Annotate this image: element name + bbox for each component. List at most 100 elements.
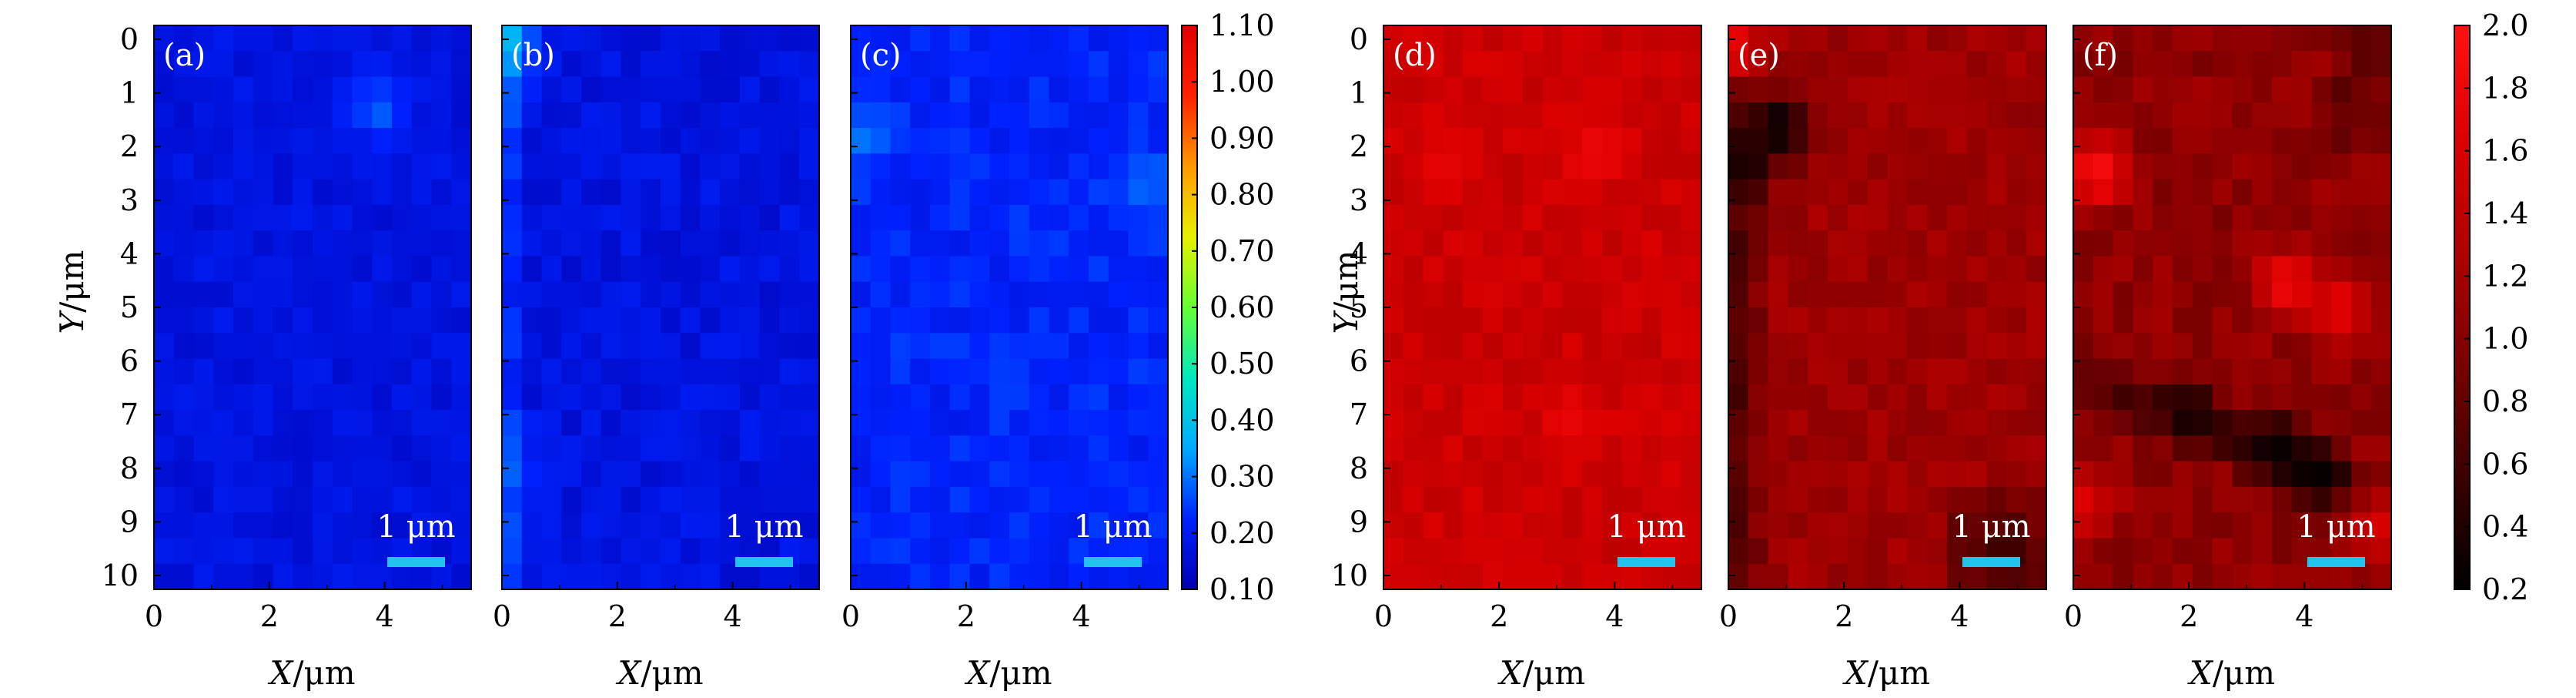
heatmap-cell: [2252, 230, 2273, 257]
heatmap-cell: [1443, 410, 1464, 436]
heatmap-cell: [1681, 486, 1702, 513]
heatmap-cell: [1522, 512, 1544, 539]
heatmap-cell: [799, 153, 820, 180]
heatmap-cell: [1069, 25, 1089, 52]
heatmap-cell: [740, 563, 761, 590]
heatmap-cell: [2252, 384, 2273, 411]
heatmap-cell: [352, 51, 373, 78]
heatmap-cell: [1463, 25, 1484, 52]
heatmap-cell: [233, 435, 254, 462]
heatmap-cell: [949, 128, 971, 154]
heatmap-cell: [502, 384, 523, 411]
heatmap-cell: [2113, 563, 2134, 590]
heatmap-cell: [2232, 204, 2253, 231]
heatmap-cell: [1867, 461, 1889, 488]
heatmap-cell: [233, 179, 254, 206]
heatmap-cell: [1828, 25, 1848, 52]
heatmap-cell: [910, 435, 931, 462]
heatmap-cell: [253, 230, 274, 257]
heatmap-cell: [759, 102, 781, 129]
heatmap-cell: [779, 563, 800, 590]
heatmap-cell: [213, 102, 234, 129]
y-axis-label: Y/μm: [53, 250, 91, 334]
heatmap-cell: [1768, 435, 1789, 462]
heatmap-cell: [1927, 512, 1948, 539]
heatmap-cell: [293, 281, 313, 308]
heatmap-cell: [233, 384, 254, 411]
heatmap-cell: [392, 230, 413, 257]
heatmap-cell: [173, 461, 195, 488]
heatmap-cell: [2272, 307, 2293, 334]
heatmap-cell: [2153, 512, 2173, 539]
heatmap-cell: [1383, 281, 1404, 308]
heatmap-cell: [1621, 230, 1643, 257]
heatmap-cell: [2272, 281, 2293, 308]
heatmap-cell: [890, 204, 911, 231]
heatmap-cell: [1582, 204, 1603, 231]
heatmap-cell: [213, 384, 234, 411]
heatmap-cell: [680, 230, 701, 257]
x-tick-label: 4: [724, 599, 742, 633]
heatmap-cell: [2026, 25, 2047, 52]
heatmap-cell: [233, 486, 254, 513]
heatmap-cell: [759, 486, 781, 513]
heatmap-cell: [1562, 486, 1583, 513]
heatmap-cell: [851, 153, 871, 180]
heatmap-cell: [2252, 307, 2273, 334]
heatmap-cell: [2232, 153, 2253, 180]
heatmap-cell: [521, 281, 543, 308]
heatmap-cell: [1522, 102, 1544, 129]
heatmap-cell: [2252, 153, 2273, 180]
heatmap-cell: [1483, 179, 1504, 206]
heatmap-cell: [431, 25, 452, 52]
heatmap-cell: [1907, 256, 1928, 283]
heatmap-cell: [1681, 25, 1702, 52]
heatmap-cell: [661, 281, 681, 308]
heatmap-cell: [1661, 410, 1682, 436]
heatmap-cell: [969, 512, 990, 539]
heatmap-cell: [621, 486, 641, 513]
heatmap-cell: [799, 76, 820, 103]
scale-bar-label: 1 μm: [376, 509, 455, 545]
heatmap-cell: [1887, 179, 1908, 206]
heatmap-cell: [2252, 256, 2273, 283]
heatmap-cell: [1728, 384, 1749, 411]
heatmap-cell: [1601, 51, 1623, 78]
heatmap-cell: [851, 384, 871, 411]
heatmap-cell: [989, 461, 1010, 488]
y-tick-label: 2: [1350, 129, 1368, 163]
heatmap-cell: [372, 102, 393, 129]
heatmap-cell: [1927, 563, 1948, 590]
heatmap-cell: [2173, 256, 2193, 283]
heatmap-cell: [851, 25, 871, 52]
heatmap-cell: [1661, 230, 1682, 257]
heatmap-cell: [372, 358, 393, 385]
heatmap-cell: [2073, 538, 2094, 565]
heatmap-cell: [521, 358, 543, 385]
heatmap-cell: [2311, 230, 2333, 257]
heatmap-cell: [2212, 230, 2233, 257]
heatmap-cell: [2093, 102, 2114, 129]
heatmap-cell: [910, 563, 931, 590]
heatmap-cell: [969, 102, 990, 129]
heatmap-cell: [1887, 256, 1908, 283]
heatmap-cell: [890, 538, 911, 565]
heatmap-cell: [372, 307, 393, 334]
heatmap-cell: [890, 384, 911, 411]
heatmap-cell: [193, 204, 214, 231]
heatmap-cell: [680, 333, 701, 360]
heatmap-cell: [332, 179, 353, 206]
heatmap-cell: [1443, 51, 1464, 78]
heatmap-cell: [680, 102, 701, 129]
heatmap-cell: [601, 204, 622, 231]
x-tick-label: 4: [1950, 599, 1969, 633]
heatmap-cell: [1927, 25, 1948, 52]
heatmap-cell: [1148, 204, 1169, 231]
heatmap-cell: [1582, 76, 1603, 103]
y-tick-label: 8: [1350, 451, 1368, 485]
heatmap-cell: [332, 25, 353, 52]
heatmap-cell: [1946, 179, 1968, 206]
heatmap-cell: [2252, 358, 2273, 385]
heatmap-cell: [2153, 76, 2173, 103]
heatmap-cell: [561, 102, 582, 129]
